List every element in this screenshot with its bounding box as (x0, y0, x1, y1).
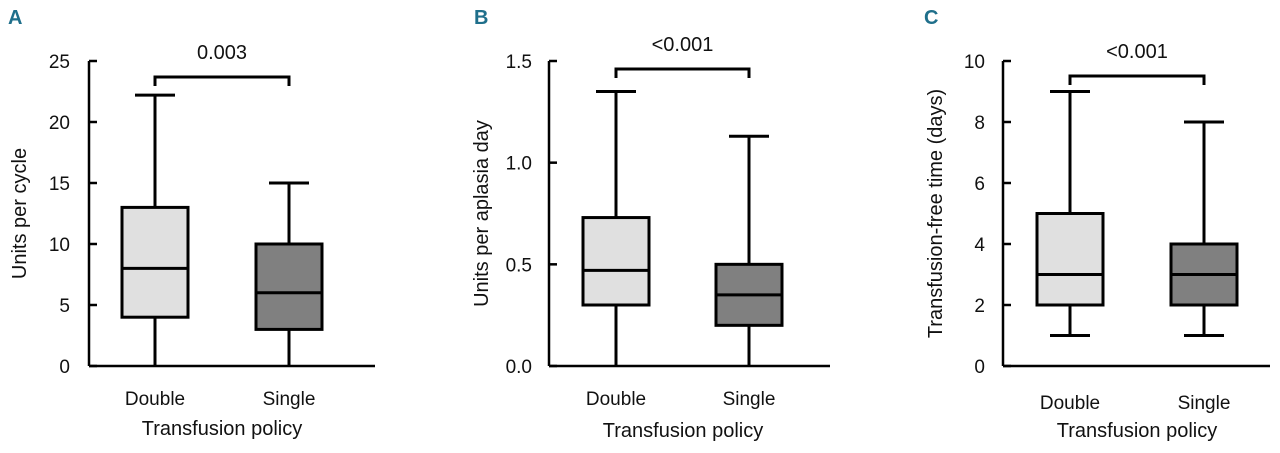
y-tick-label: 8 (974, 113, 985, 134)
significance-bracket (1068, 74, 1206, 85)
panel-letter: B (474, 7, 488, 29)
box-double (1035, 90, 1105, 337)
y-tick-label: 5 (59, 296, 70, 317)
y-tick-label: 15 (49, 174, 70, 195)
y-tick-label: 10 (964, 52, 985, 73)
x-tick-label: Single (1178, 393, 1231, 414)
y-tick-label: 2 (974, 296, 985, 317)
iqr-box (1035, 212, 1105, 307)
iqr-box (120, 205, 190, 319)
p-value-label: 0.003 (197, 42, 247, 64)
x-tick-label: Double (125, 389, 185, 410)
y-tick-label: 20 (49, 113, 70, 134)
p-value-label: <0.001 (1106, 41, 1168, 63)
y-axis-title: Units per cycle (9, 148, 31, 279)
y-axis-title: Transfusion-free time (days) (925, 89, 947, 338)
y-tick-label: 1.5 (506, 52, 532, 73)
box-single (254, 181, 324, 366)
x-axis-title: Transfusion policy (142, 418, 302, 440)
y-tick-label: 10 (49, 235, 70, 256)
box-double (120, 93, 190, 366)
y-tick-label: 0.0 (506, 357, 532, 378)
significance-bracket (153, 75, 291, 86)
y-tick-label: 0 (974, 357, 985, 378)
x-axis-title: Transfusion policy (603, 420, 763, 442)
panel-a: A 0 5 10 15 20 25 Units per cycle Double Single Tr… (8, 7, 375, 440)
x-tick-label: Single (723, 389, 776, 410)
y-tick-label: 6 (974, 174, 985, 195)
iqr-box (254, 242, 324, 331)
x-tick-label: Double (1040, 393, 1100, 414)
box-double (581, 90, 651, 366)
panel-b: B 0.0 0.5 1.0 1.5 Units per aplasia day Double… (471, 7, 830, 442)
x-tick-label: Double (586, 389, 646, 410)
y-tick-label: 0.5 (506, 255, 532, 276)
y-tick-label: 1.0 (506, 154, 532, 175)
p-value-label: <0.001 (652, 34, 714, 56)
significance-bracket (614, 67, 751, 78)
y-axis-title: Units per aplasia day (471, 120, 493, 307)
x-axis-title: Transfusion policy (1057, 420, 1217, 442)
panel-letter: C (924, 7, 938, 29)
x-tick-label: Single (263, 389, 316, 410)
y-tick-label: 25 (49, 52, 70, 73)
box-single (1169, 120, 1239, 337)
box-single (714, 134, 784, 366)
iqr-box (581, 216, 651, 307)
panel-c: C 0 2 4 6 8 10 Transfusion-free time (days) Doub… (924, 7, 1270, 442)
y-tick-label: 4 (974, 235, 985, 256)
panel-letter: A (8, 7, 22, 29)
y-tick-label: 0 (59, 357, 70, 378)
